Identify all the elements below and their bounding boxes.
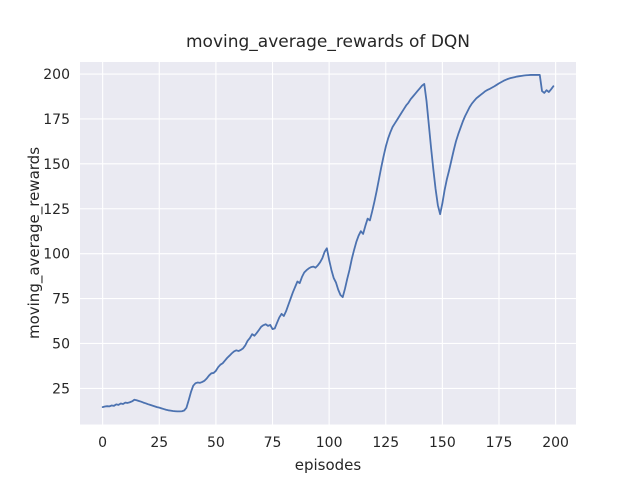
x-tick-label: 25 xyxy=(150,435,168,451)
x-tick-label: 0 xyxy=(98,435,107,451)
x-tick-label: 100 xyxy=(316,435,343,451)
x-tick-label: 150 xyxy=(429,435,456,451)
y-tick-label: 175 xyxy=(43,112,70,128)
x-tick-label: 125 xyxy=(372,435,399,451)
y-axis-label: moving_average_rewards xyxy=(25,146,43,340)
y-tick-label: 25 xyxy=(52,381,70,397)
x-tick-label: 200 xyxy=(542,435,569,451)
x-tick-label: 75 xyxy=(264,435,282,451)
x-tick-label: 175 xyxy=(486,435,513,451)
plot-area xyxy=(80,62,576,425)
y-tick-label: 100 xyxy=(43,247,70,263)
reward-line xyxy=(101,74,555,413)
y-tick-label: 75 xyxy=(52,292,70,308)
chart-title: moving_average_rewards of DQN xyxy=(185,32,471,52)
x-axis-label: episodes xyxy=(294,456,362,474)
y-tick-label: 125 xyxy=(43,202,70,218)
x-tick-label: 50 xyxy=(207,435,225,451)
y-tick-label: 200 xyxy=(43,67,70,83)
y-tick-label: 50 xyxy=(52,336,70,352)
y-tick-label: 150 xyxy=(43,157,70,173)
